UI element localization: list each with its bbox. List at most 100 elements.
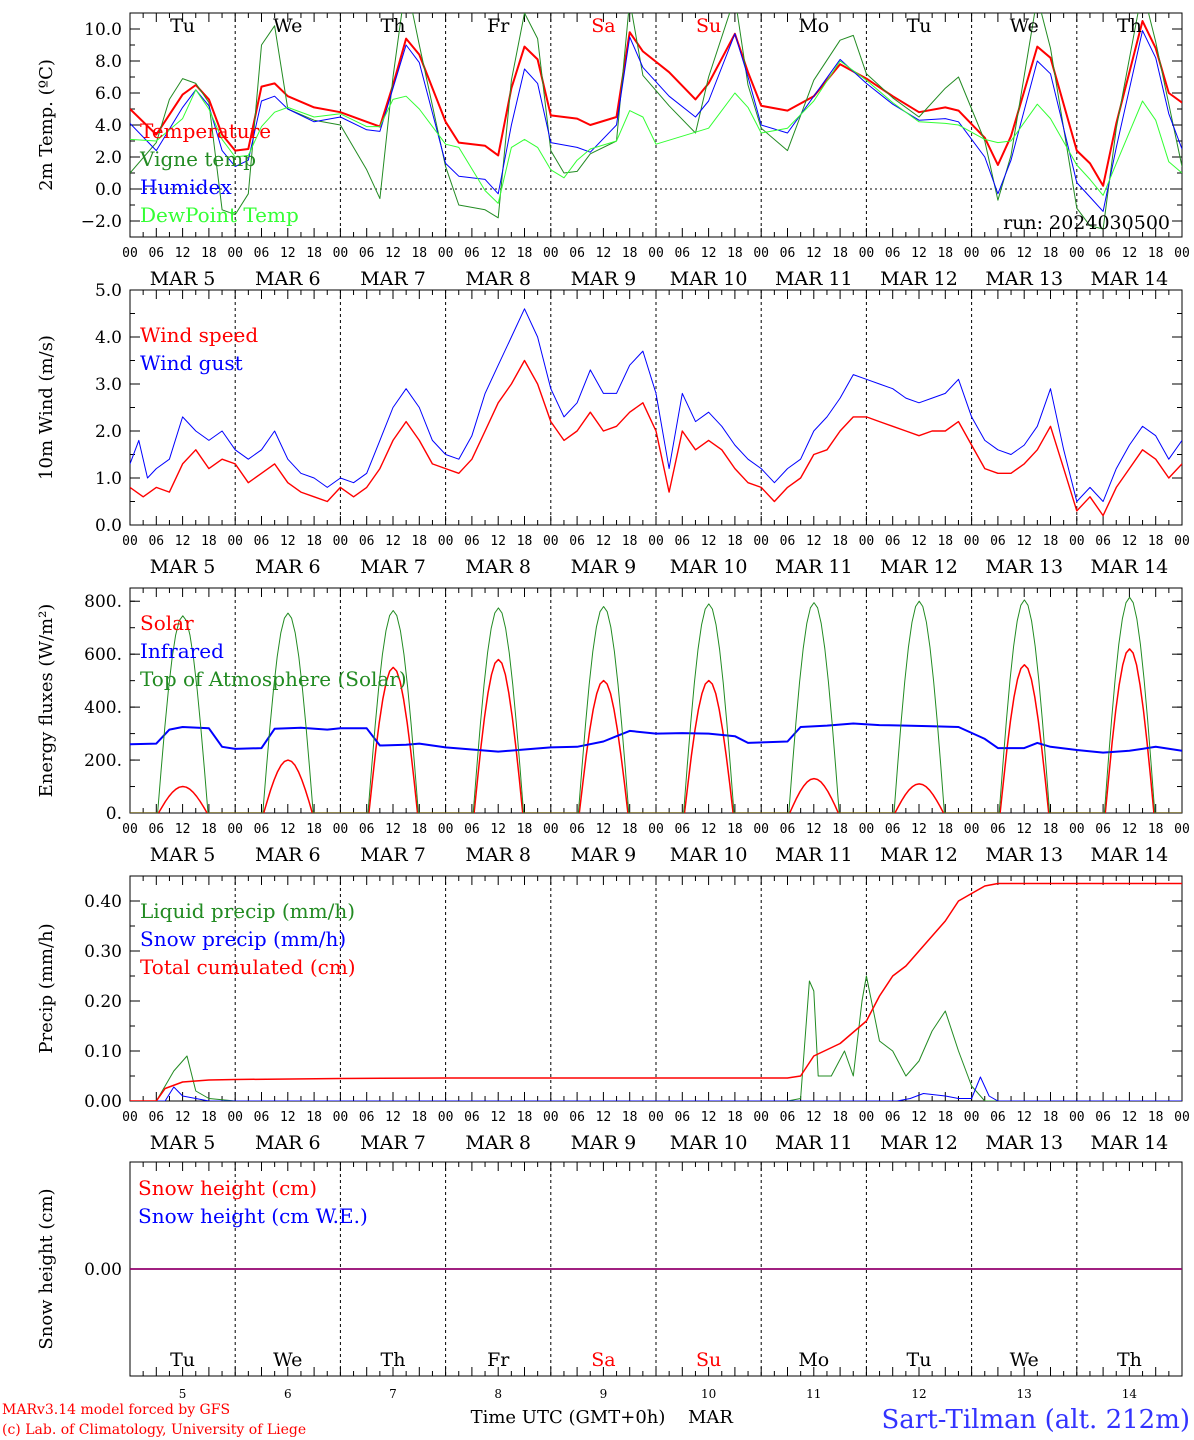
y-axis-label: 10m Wind (m/s) xyxy=(36,335,57,480)
hour-tick-label: 06 xyxy=(1095,822,1111,837)
day-name-label: Sa xyxy=(591,1349,615,1371)
hour-tick-label: 18 xyxy=(937,822,953,837)
hour-tick-label: 18 xyxy=(306,822,322,837)
date-label: MAR 11 xyxy=(775,844,853,866)
y-tick-label: 2.0 xyxy=(95,422,122,442)
hour-tick-label: 06 xyxy=(1095,534,1111,549)
series-group xyxy=(130,882,1182,1101)
bottom-date-label: 6 xyxy=(284,1387,292,1401)
hour-tick-label: 12 xyxy=(911,822,927,837)
hour-tick-label: 06 xyxy=(254,534,270,549)
hour-tick-label: 06 xyxy=(674,822,690,837)
day-name-label: Th xyxy=(381,1349,406,1371)
hour-tick-label: 00 xyxy=(122,1110,138,1125)
date-label: MAR 5 xyxy=(150,268,216,290)
legend-entry: Vigne temp xyxy=(139,147,256,171)
hour-tick-label: 18 xyxy=(201,534,217,549)
hour-tick-label: 06 xyxy=(359,1110,375,1125)
day-name-label: Tu xyxy=(907,1349,932,1371)
legend-entry: Top of Atmosphere (Solar) xyxy=(140,667,407,691)
hour-tick-label: 12 xyxy=(806,534,822,549)
y-tick-label: 200. xyxy=(84,751,122,771)
hour-tick-label: 12 xyxy=(1122,1110,1138,1125)
hour-tick-label: 18 xyxy=(517,534,533,549)
hour-tick-label: 18 xyxy=(411,822,427,837)
hour-tick-label: 18 xyxy=(727,534,743,549)
day-name-label: We xyxy=(273,15,302,37)
hour-tick-label: 00 xyxy=(1174,1110,1190,1125)
hour-tick-label: 06 xyxy=(254,246,270,261)
hour-tick-label: 06 xyxy=(148,1110,164,1125)
hour-tick-label: 18 xyxy=(306,246,322,261)
hour-tick-label: 12 xyxy=(806,822,822,837)
x-axis-label: Time UTC (GMT+0h) xyxy=(471,1407,666,1428)
hour-tick-label: 06 xyxy=(254,822,270,837)
y-tick-label: 0.30 xyxy=(84,942,122,962)
date-label: MAR 13 xyxy=(985,1132,1063,1154)
hour-tick-label: 06 xyxy=(1095,1110,1111,1125)
day-name-label: Mo xyxy=(798,1349,829,1371)
hour-tick-label: 18 xyxy=(306,1110,322,1125)
date-label: MAR 12 xyxy=(880,268,958,290)
hour-tick-label: 00 xyxy=(333,246,349,261)
day-name-label: Fr xyxy=(487,15,510,37)
hour-tick-label: 00 xyxy=(122,534,138,549)
hour-tick-label: 00 xyxy=(859,1110,875,1125)
hour-tick-label: 18 xyxy=(1043,534,1059,549)
date-label: MAR 11 xyxy=(775,1132,853,1154)
series-line-infrared xyxy=(130,722,1182,754)
hour-tick-label: 06 xyxy=(464,822,480,837)
date-label: MAR 11 xyxy=(775,556,853,578)
day-name-label: We xyxy=(273,1349,302,1371)
bottom-date-label: 14 xyxy=(1122,1387,1138,1401)
day-name-label: Fr xyxy=(487,1349,510,1371)
hour-tick-label: 18 xyxy=(727,1110,743,1125)
hour-tick-label: 06 xyxy=(1095,246,1111,261)
hour-tick-label: 06 xyxy=(148,246,164,261)
date-label: MAR 8 xyxy=(465,844,531,866)
hour-tick-label: 06 xyxy=(990,822,1006,837)
y-tick-label: 4.0 xyxy=(95,116,122,136)
hour-tick-label: 00 xyxy=(122,246,138,261)
hour-tick-label: 18 xyxy=(622,246,638,261)
hour-tick-label: 18 xyxy=(832,534,848,549)
hour-tick-label: 12 xyxy=(385,246,401,261)
hour-tick-label: 06 xyxy=(780,534,796,549)
hour-tick-label: 18 xyxy=(1148,822,1164,837)
hour-tick-label: 00 xyxy=(964,246,980,261)
hour-tick-label: 00 xyxy=(333,822,349,837)
hour-tick-label: 12 xyxy=(911,1110,927,1125)
y-tick-label: 0.0 xyxy=(95,180,122,200)
hour-tick-label: 12 xyxy=(701,1110,717,1125)
hour-tick-label: 00 xyxy=(753,534,769,549)
day-name-label: Th xyxy=(1117,15,1142,37)
hour-tick-label: 18 xyxy=(1043,1110,1059,1125)
panel-1: 10.0 8.0 6.0 4.0 2.0 0.0 −2.0 2m Temp. (ºC) Temp… xyxy=(36,12,1190,290)
hour-tick-label: 18 xyxy=(201,246,217,261)
series-group xyxy=(130,596,1182,813)
day-name-label: We xyxy=(1010,1349,1039,1371)
date-label: MAR 12 xyxy=(880,1132,958,1154)
hour-tick-label: 18 xyxy=(832,246,848,261)
legend-entry: Wind speed xyxy=(140,323,258,347)
hour-tick-label: 12 xyxy=(1016,534,1032,549)
hour-tick-label: 00 xyxy=(1174,534,1190,549)
hour-tick-label: 12 xyxy=(806,246,822,261)
hour-tick-label: 12 xyxy=(806,1110,822,1125)
hour-tick-label: 18 xyxy=(727,246,743,261)
hour-tick-label: 12 xyxy=(701,822,717,837)
y-tick-label: 0.00 xyxy=(84,1092,122,1112)
legend-entry: Snow height (cm) xyxy=(138,1176,317,1200)
series-line-solar xyxy=(130,648,1182,813)
hour-tick-label: 00 xyxy=(333,1110,349,1125)
date-label: MAR 7 xyxy=(360,556,426,578)
hour-tick-label: 00 xyxy=(753,1110,769,1125)
date-label: MAR 9 xyxy=(571,268,637,290)
plot-frame xyxy=(129,587,1183,814)
hour-tick-label: 12 xyxy=(701,534,717,549)
hour-tick-label: 12 xyxy=(175,1110,191,1125)
hour-tick-label: 00 xyxy=(859,534,875,549)
date-label: MAR 6 xyxy=(255,1132,321,1154)
hour-tick-label: 18 xyxy=(832,1110,848,1125)
